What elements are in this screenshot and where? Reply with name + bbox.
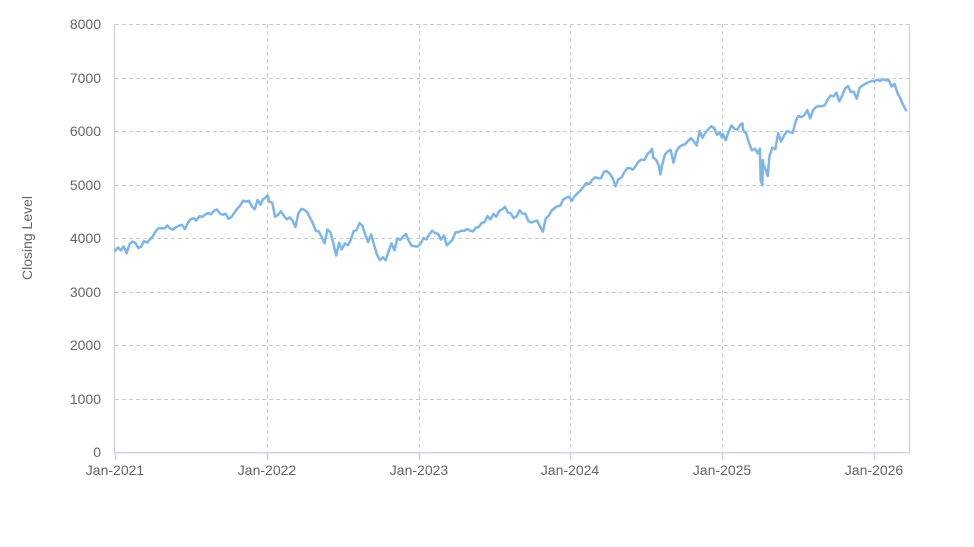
y-tick-label: 5000 bbox=[69, 177, 101, 193]
y-tick-label: 2000 bbox=[69, 337, 101, 353]
y-tick-label: 8000 bbox=[69, 16, 101, 32]
x-tick-label: Jan-2025 bbox=[692, 462, 752, 478]
y-tick-label: 0 bbox=[93, 444, 101, 460]
y-tick-label: 1000 bbox=[69, 391, 101, 407]
y-axis-title: Closing Level bbox=[19, 195, 35, 281]
y-tick-label: 3000 bbox=[69, 284, 101, 300]
x-tick-label: Jan-2026 bbox=[844, 462, 904, 478]
y-tick-label: 4000 bbox=[69, 230, 101, 246]
x-tick-label: Jan-2024 bbox=[540, 462, 600, 478]
closing-level-series-line bbox=[113, 78, 908, 262]
x-tick-label: Jan-2021 bbox=[85, 462, 145, 478]
y-tick-label: 7000 bbox=[69, 70, 101, 86]
x-tick-label: Jan-2023 bbox=[389, 462, 449, 478]
y-tick-label: 6000 bbox=[69, 123, 101, 139]
x-tick-label: Jan-2022 bbox=[237, 462, 297, 478]
